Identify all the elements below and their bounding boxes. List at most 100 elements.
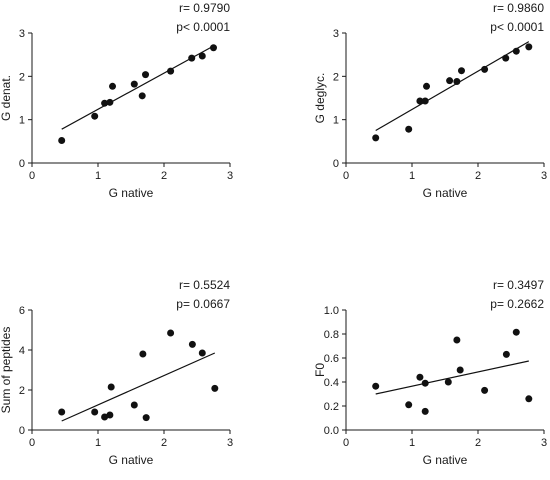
data-point — [446, 77, 454, 85]
y-tick-label: 0 — [333, 158, 339, 170]
regression-line — [61, 352, 216, 422]
x-tick-label: 2 — [475, 170, 481, 182]
y-tick-label: 0.0 — [324, 425, 339, 437]
data-point — [188, 340, 196, 348]
x-tick-label: 3 — [227, 437, 233, 449]
x-tick-label: 1 — [95, 437, 101, 449]
data-point — [421, 97, 429, 105]
data-point — [101, 413, 109, 421]
x-tick-label: 2 — [161, 170, 167, 182]
y-axis-title: G deglyc. — [313, 73, 327, 124]
data-point — [512, 47, 520, 55]
scatter-plot-2: 0 1 2 3 0 1 2 3 G native G deglyc. r= 0.9860 p< 0.0… — [313, 1, 547, 200]
data-point — [58, 408, 66, 416]
data-point — [101, 99, 109, 107]
scatter-plot-1: 0 1 2 3 0 1 2 3 G native G denat. r= 0.9790 p< 0.00… — [0, 1, 233, 200]
x-tick-label: 3 — [541, 170, 547, 182]
x-tick-label: 3 — [541, 437, 547, 449]
data-point — [416, 97, 424, 105]
y-tick-label: 0.4 — [324, 377, 339, 389]
p-value-label: p= 0.0667 — [176, 297, 230, 311]
y-tick-label: 2 — [19, 385, 25, 397]
data-point — [453, 78, 461, 86]
regression-line — [375, 360, 529, 395]
x-tick-label: 2 — [161, 437, 167, 449]
data-point — [167, 329, 175, 337]
data-point — [525, 43, 533, 51]
data-point — [421, 407, 429, 415]
data-point — [130, 401, 138, 409]
data-point — [167, 67, 175, 75]
x-tick-label: 3 — [227, 170, 233, 182]
y-axis-title: G denat. — [0, 75, 13, 121]
x-tick-label: 0 — [29, 437, 35, 449]
y-tick-label: 4 — [19, 345, 25, 357]
x-tick-label: 0 — [343, 170, 349, 182]
correlation-r-label: r= 0.9860 — [493, 1, 544, 15]
data-point — [423, 82, 431, 90]
y-tick-label: 0 — [19, 425, 25, 437]
data-point — [58, 136, 66, 144]
y-tick-label: 0.6 — [324, 353, 339, 365]
data-point — [109, 82, 117, 90]
data-point — [372, 134, 380, 142]
p-value-label: p< 0.0001 — [176, 20, 230, 34]
y-axis-title: F0 — [313, 363, 327, 377]
y-tick-label: 0 — [19, 158, 25, 170]
x-tick-label: 0 — [29, 170, 35, 182]
x-tick-label: 1 — [95, 170, 101, 182]
p-value-label: p= 0.2662 — [490, 297, 544, 311]
data-point — [502, 54, 510, 62]
data-point — [372, 382, 380, 390]
y-tick-label: 6 — [19, 305, 25, 317]
data-point — [142, 414, 150, 422]
data-point — [188, 54, 196, 62]
y-tick-label: 1.0 — [324, 305, 339, 317]
data-point — [106, 98, 114, 106]
x-axis-title: G native — [423, 453, 468, 467]
data-point — [210, 44, 217, 52]
data-point — [458, 67, 465, 75]
y-tick-label: 1 — [333, 115, 339, 127]
data-point — [107, 383, 115, 391]
data-point — [416, 373, 424, 381]
correlation-r-label: r= 0.9790 — [179, 1, 230, 15]
x-axis-title: G native — [109, 453, 154, 467]
data-point — [512, 328, 520, 336]
y-tick-label: 3 — [333, 28, 339, 40]
data-point — [106, 411, 114, 419]
data-point — [198, 52, 206, 60]
x-tick-label: 1 — [409, 437, 415, 449]
data-point — [130, 80, 138, 88]
data-point — [91, 408, 99, 416]
data-point — [421, 379, 429, 387]
scatter-plot-3: 0 1 2 3 0 2 4 6 G native Sum of peptides r= 0.5524… — [0, 278, 233, 467]
y-tick-label: 0.2 — [324, 401, 339, 413]
correlation-r-label: r= 0.3497 — [493, 278, 544, 292]
x-tick-label: 2 — [475, 437, 481, 449]
y-tick-label: 2 — [333, 71, 339, 83]
y-tick-label: 0.8 — [324, 329, 339, 341]
data-point — [481, 386, 489, 394]
data-point — [453, 336, 461, 344]
x-axis-title: G native — [423, 186, 468, 200]
y-tick-label: 1 — [19, 115, 25, 127]
y-tick-label: 3 — [19, 28, 25, 40]
data-point — [502, 350, 510, 358]
data-point — [91, 112, 99, 120]
data-point — [139, 350, 147, 358]
data-point — [405, 401, 413, 409]
x-tick-label: 1 — [409, 170, 415, 182]
data-point — [456, 366, 464, 374]
x-axis-title: G native — [109, 186, 154, 200]
p-value-label: p< 0.0001 — [490, 20, 544, 34]
data-point — [142, 71, 150, 79]
data-point — [198, 349, 206, 357]
x-tick-label: 0 — [343, 437, 349, 449]
data-point — [444, 378, 452, 386]
data-point — [481, 65, 489, 73]
scatter-plot-4: 0 1 2 3 0.0 0.2 0.4 0.6 0.8 1.0 G native F0 r= 0.349… — [313, 278, 547, 467]
y-tick-label: 2 — [19, 71, 25, 83]
